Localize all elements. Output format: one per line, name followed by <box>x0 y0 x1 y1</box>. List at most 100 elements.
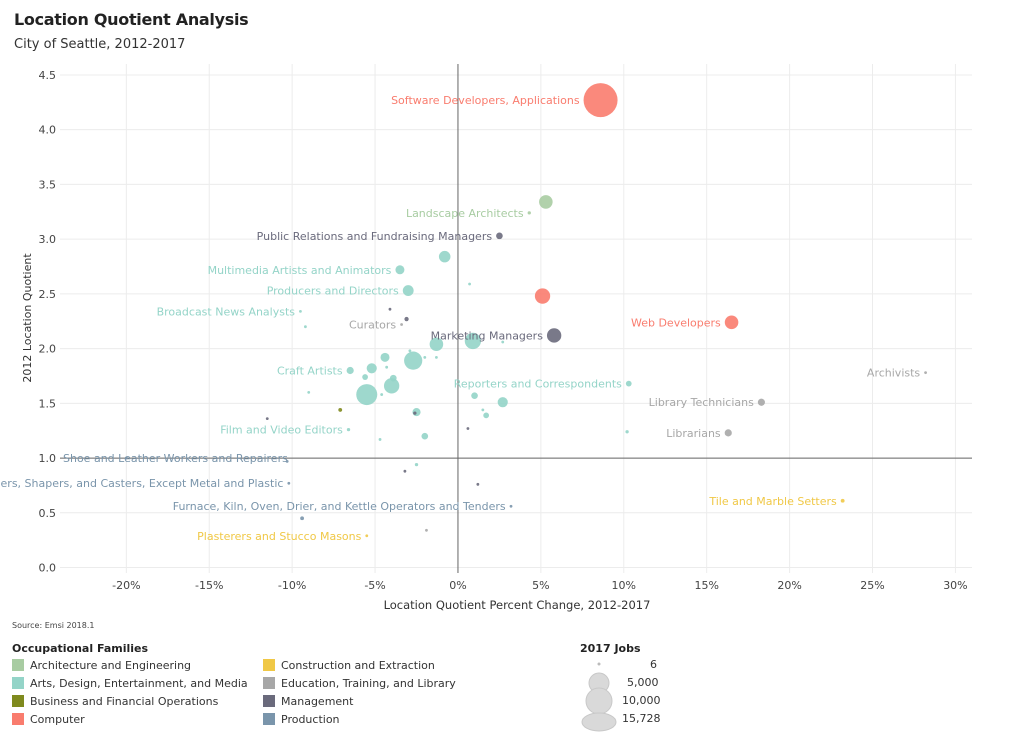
size-bubble-6 <box>597 662 601 666</box>
data-point[interactable] <box>366 363 377 374</box>
data-point[interactable] <box>546 328 562 343</box>
data-point[interactable] <box>380 352 390 362</box>
size-label: 10,000 <box>622 694 661 707</box>
data-point[interactable] <box>304 325 307 329</box>
legend-item: Business and Financial Operations <box>12 694 218 708</box>
y-tick-label: 3.5 <box>39 178 57 191</box>
size-label: 6 <box>650 658 657 671</box>
data-point[interactable] <box>338 407 343 412</box>
x-tick-label: -5% <box>364 579 385 592</box>
data-point[interactable] <box>404 351 423 370</box>
data-point[interactable] <box>501 340 505 344</box>
data-point[interactable] <box>362 374 368 380</box>
point-layer <box>124 83 927 538</box>
point-label: Broadcast News Analysts <box>157 305 296 318</box>
point-label: Public Relations and Fundraising Manager… <box>257 230 493 243</box>
data-point[interactable] <box>481 408 485 412</box>
data-point[interactable] <box>464 332 482 350</box>
legend-label: Architecture and Engineering <box>30 658 192 672</box>
data-point[interactable] <box>395 265 405 275</box>
data-point[interactable] <box>287 481 291 485</box>
point-label: Software Developers, Applications <box>391 94 580 107</box>
data-point[interactable] <box>438 250 451 263</box>
data-point[interactable] <box>346 427 351 432</box>
data-point[interactable] <box>408 349 412 353</box>
size-bubble-15728 <box>581 712 617 732</box>
data-point[interactable] <box>924 371 927 375</box>
data-point[interactable] <box>757 398 765 406</box>
data-point[interactable] <box>625 430 629 434</box>
data-point[interactable] <box>497 397 508 408</box>
data-point[interactable] <box>389 374 397 382</box>
data-point[interactable] <box>356 384 378 406</box>
data-point[interactable] <box>346 366 354 375</box>
data-point[interactable] <box>423 355 427 359</box>
data-point[interactable] <box>403 469 407 473</box>
data-point[interactable] <box>285 459 289 463</box>
data-point[interactable] <box>724 429 732 437</box>
data-point[interactable] <box>300 516 305 521</box>
data-point[interactable] <box>421 432 429 440</box>
point-label: Plasterers and Stucco Masons <box>197 530 361 543</box>
data-point[interactable] <box>483 412 490 419</box>
point-label: Archivists <box>867 367 920 380</box>
data-point[interactable] <box>625 380 632 387</box>
point-label: Tile and Marble Setters <box>708 495 837 508</box>
legend-label: Construction and Extraction <box>281 658 435 672</box>
data-point[interactable] <box>402 285 414 297</box>
data-point[interactable] <box>527 211 531 215</box>
point-label: Multimedia Artists and Animators <box>208 264 392 277</box>
y-tick-label: 0.5 <box>39 507 57 520</box>
x-tick-label: -15% <box>195 579 223 592</box>
data-point[interactable] <box>383 378 400 394</box>
y-tick-label: 4.5 <box>39 69 57 82</box>
data-point[interactable] <box>435 355 438 359</box>
scatter-chart: -20% -15% -10% -5% 0% 5% 10% 15% 20% 25% 30% 0.0 0.5… <box>0 64 972 612</box>
data-point[interactable] <box>380 393 384 396</box>
data-point[interactable] <box>539 195 553 209</box>
data-point[interactable] <box>365 534 369 538</box>
legend-label: Business and Financial Operations <box>30 694 219 708</box>
y-axis-label: 2012 Location Quotient <box>21 253 34 383</box>
chart-subtitle: City of Seattle, 2012-2017 <box>14 37 186 52</box>
data-point[interactable] <box>265 417 269 421</box>
data-point[interactable] <box>400 323 403 326</box>
data-point[interactable] <box>414 462 419 467</box>
y-tick-label: 3.0 <box>39 233 57 246</box>
legend-item: Architecture and Engineering <box>12 658 191 672</box>
data-point[interactable] <box>466 427 470 430</box>
data-point[interactable] <box>425 528 428 532</box>
point-label: Librarians <box>666 427 721 440</box>
axis-layer: -20% -15% -10% -5% 0% 5% 10% 15% 20% 25% 30% 0.0 0.5… <box>39 64 972 592</box>
data-point[interactable] <box>468 282 471 286</box>
data-point[interactable] <box>429 337 444 352</box>
size-label: 15,728 <box>622 712 661 725</box>
data-point[interactable] <box>724 315 739 330</box>
point-label: Reporters and Correspondents <box>454 378 622 391</box>
size-legend-bubbles <box>581 662 617 732</box>
data-point[interactable] <box>471 392 478 399</box>
data-point[interactable] <box>385 365 389 369</box>
data-point[interactable] <box>476 482 480 486</box>
point-label: Marketing Managers <box>431 329 544 342</box>
data-point[interactable] <box>840 498 845 503</box>
data-point[interactable] <box>413 411 417 415</box>
legend-swatch <box>263 677 275 689</box>
data-point[interactable] <box>299 309 302 313</box>
data-point[interactable] <box>496 232 503 240</box>
legend-item: Management <box>263 694 353 708</box>
data-point[interactable] <box>583 83 618 118</box>
legend-size-title: 2017 Jobs <box>580 642 641 655</box>
data-point[interactable] <box>509 504 513 508</box>
point-label: Molders, Shapers, and Casters, Except Me… <box>0 477 283 490</box>
grid-layer <box>60 64 972 573</box>
data-point[interactable] <box>124 456 128 460</box>
legend-label: Management <box>281 694 354 708</box>
legend-families-title: Occupational Families <box>12 642 149 655</box>
legend-label: Arts, Design, Entertainment, and Media <box>30 676 248 690</box>
data-point[interactable] <box>378 438 382 441</box>
data-point[interactable] <box>534 288 551 304</box>
data-point[interactable] <box>307 390 311 394</box>
data-point[interactable] <box>404 316 409 322</box>
data-point[interactable] <box>388 307 392 311</box>
